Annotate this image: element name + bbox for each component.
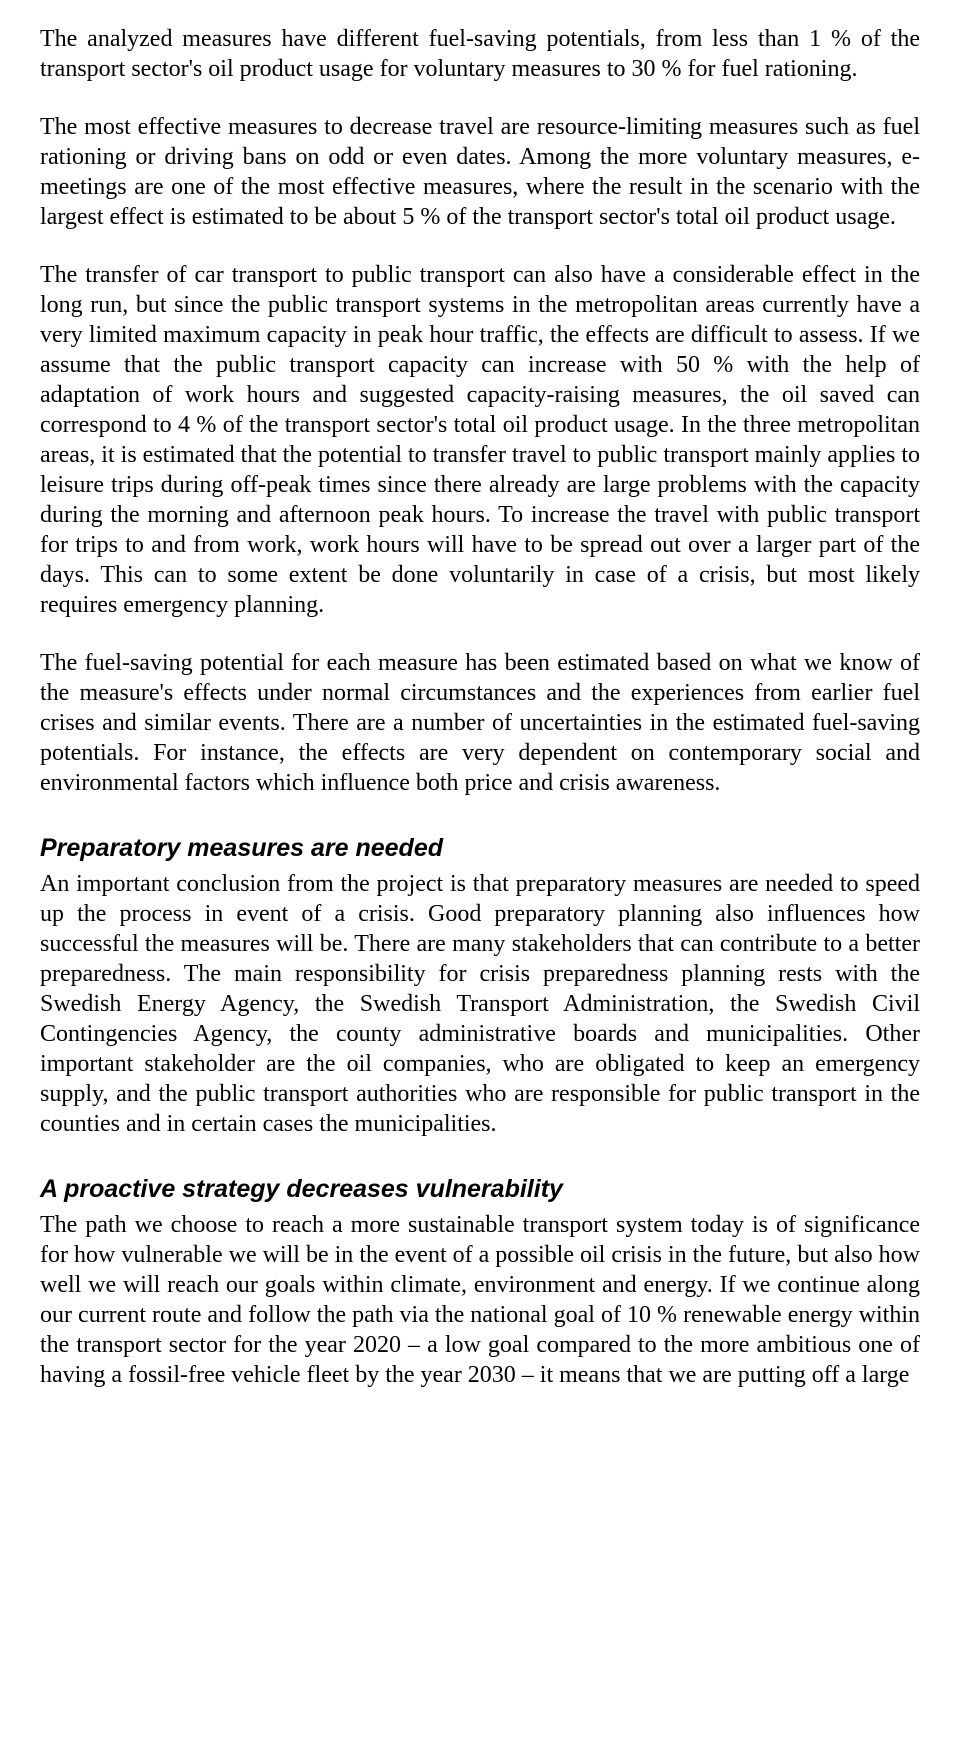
paragraph-public-transport: The transfer of car transport to public … [40, 260, 920, 620]
paragraph-potential-estimates: The fuel-saving potential for each measu… [40, 648, 920, 798]
paragraph-intro: The analyzed measures have different fue… [40, 24, 920, 84]
heading-preparatory-measures: Preparatory measures are needed [40, 834, 920, 863]
paragraph-proactive: The path we choose to reach a more susta… [40, 1210, 920, 1390]
paragraph-preparatory: An important conclusion from the project… [40, 869, 920, 1139]
paragraph-effective-measures: The most effective measures to decrease … [40, 112, 920, 232]
heading-proactive-strategy: A proactive strategy decreases vulnerabi… [40, 1175, 920, 1204]
